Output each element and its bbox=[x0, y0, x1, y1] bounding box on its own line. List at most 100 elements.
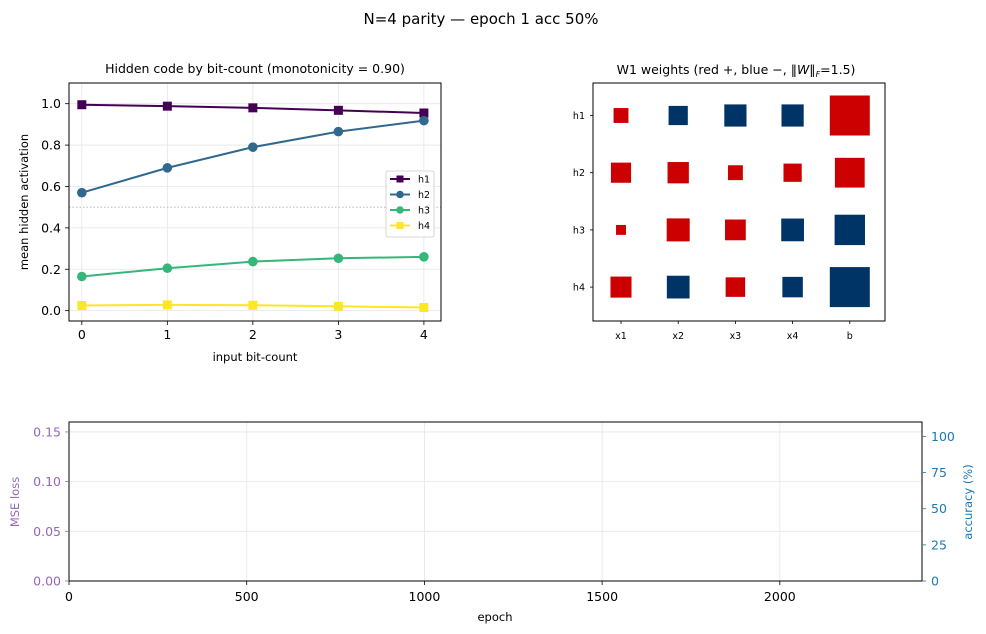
weight-cell-h3-x2 bbox=[666, 218, 690, 242]
w1-weights-chart: x1 x2 x3 x4 b h1 h2 h3 h4 W1 weights (red +, blu… bbox=[573, 62, 886, 342]
p2-cells bbox=[610, 95, 870, 308]
weight-cell-h4-x4 bbox=[782, 276, 803, 298]
series-h3 bbox=[77, 252, 429, 282]
legend-h2-label: h2 bbox=[418, 190, 430, 201]
series-h3-point bbox=[419, 252, 429, 262]
series-h3-point bbox=[333, 253, 344, 264]
p2-ytick-label: h2 bbox=[573, 168, 585, 179]
series-h4-point bbox=[333, 301, 343, 311]
p3-ytick-right-label: 50 bbox=[931, 501, 947, 516]
series-h4-point bbox=[419, 303, 429, 313]
p1-xtick-label: 2 bbox=[249, 327, 257, 342]
legend-h4-label: h4 bbox=[418, 221, 430, 232]
weight-cell-h1-x4 bbox=[781, 104, 804, 127]
p1-ytick-label: 0.8 bbox=[41, 138, 61, 153]
p1-xtick-label: 4 bbox=[420, 327, 428, 342]
p1-grid bbox=[69, 83, 441, 321]
p2-ytick-label: h3 bbox=[573, 225, 585, 236]
p2-xtick-label: x3 bbox=[730, 331, 742, 342]
series-h2-point bbox=[77, 187, 87, 198]
p2-xtick-label: x1 bbox=[615, 331, 627, 342]
p3-ylabel-right: accuracy (%) bbox=[961, 464, 975, 539]
p3-xtick-label: 1500 bbox=[586, 589, 618, 604]
p2-ytick-label: h4 bbox=[573, 283, 585, 294]
series-h3-point bbox=[248, 256, 258, 267]
weight-cell-h3-b bbox=[834, 214, 865, 246]
series-h2 bbox=[77, 115, 429, 198]
weight-cell-h2-b bbox=[834, 157, 865, 188]
series-h4-point bbox=[77, 300, 87, 310]
weight-cell-h2-x3 bbox=[727, 165, 743, 181]
series-h1-point bbox=[248, 103, 258, 113]
series-h1-point bbox=[419, 108, 429, 118]
p1-axes-frame bbox=[68, 82, 442, 322]
p2-title-sub: F bbox=[816, 70, 821, 79]
p1-legend: h1 h2 h3 h4 bbox=[385, 170, 435, 238]
p1-xlabel: input bit-count bbox=[213, 350, 298, 364]
weight-cell-h4-x3 bbox=[725, 277, 746, 297]
series-h1-point bbox=[162, 101, 172, 111]
series-h3-point bbox=[162, 263, 173, 274]
figure-suptitle: N=4 parity — epoch 1 acc 50% bbox=[364, 10, 599, 28]
p1-xtick-label: 3 bbox=[334, 327, 342, 342]
p3-ytick-right-label: 100 bbox=[931, 429, 955, 444]
legend-h4-marker bbox=[396, 222, 404, 229]
p2-title-tail: =1.5) bbox=[820, 62, 855, 77]
weight-cell-h1-x2 bbox=[668, 105, 688, 126]
p2-xtick-label: b bbox=[847, 331, 853, 342]
series-h1-point bbox=[333, 105, 343, 115]
series-h4-point bbox=[162, 300, 172, 310]
p1-ytick-label: 0.0 bbox=[41, 303, 61, 318]
series-h2-point bbox=[248, 142, 258, 152]
weight-cell-h3-x4 bbox=[781, 218, 804, 242]
series-h2-point bbox=[162, 163, 173, 173]
legend-h1-marker bbox=[396, 175, 404, 183]
legend-h2-marker bbox=[396, 190, 404, 199]
series-h4-point bbox=[248, 300, 258, 310]
p2-ticks: x1 x2 x3 x4 b h1 h2 h3 h4 bbox=[573, 111, 853, 342]
legend-h3-label: h3 bbox=[418, 206, 430, 217]
p2-title: W1 weights (red +, blue −, ‖W‖F=1.5) bbox=[617, 62, 856, 79]
p1-ytick-label: 0.2 bbox=[41, 262, 61, 277]
p3-ytick-left-label: 0.15 bbox=[33, 424, 61, 439]
series-h2-point bbox=[419, 115, 429, 126]
series-h2-point bbox=[333, 126, 344, 137]
training-curve-chart: 0 500 1000 1500 2000 0.00 0.05 0.10 0.15 0 25 50 75 1… bbox=[8, 421, 975, 624]
p3-ticks: 0 500 1000 1500 2000 0.00 0.05 0.10 0.15 0 25 50 75 1… bbox=[33, 424, 955, 604]
p3-xtick-label: 500 bbox=[235, 589, 259, 604]
weight-cell-h4-x1 bbox=[610, 276, 632, 298]
series-h3-point bbox=[77, 271, 87, 282]
weight-cell-h2-x4 bbox=[783, 163, 802, 182]
p3-axes-frame bbox=[68, 421, 923, 582]
weight-cell-h2-x2 bbox=[667, 162, 689, 184]
p2-title-main: W1 weights (red +, blue −, bbox=[617, 62, 791, 77]
p2-title-norm: ‖W‖ bbox=[791, 62, 816, 77]
p3-ytick-left-label: 0.05 bbox=[33, 524, 61, 539]
p1-ticks: 0 1 2 3 4 0.0 0.2 0.4 0.6 0.8 1.0 bbox=[41, 96, 428, 342]
weight-cell-h1-x1 bbox=[613, 108, 629, 123]
p1-ytick-label: 1.0 bbox=[41, 96, 61, 111]
p3-ytick-right-label: 75 bbox=[931, 465, 947, 480]
p1-ytick-label: 0.6 bbox=[41, 179, 61, 194]
p3-xtick-label: 1000 bbox=[409, 589, 441, 604]
p1-title: Hidden code by bit-count (monotonicity =… bbox=[105, 61, 405, 76]
p3-ylabel-left: MSE loss bbox=[8, 477, 22, 527]
p2-xtick-label: x2 bbox=[672, 331, 684, 342]
series-h1-point bbox=[77, 100, 87, 110]
p3-xlabel: epoch bbox=[477, 610, 512, 624]
series-h1 bbox=[77, 100, 429, 118]
weight-cell-h2-x1 bbox=[610, 162, 632, 183]
p3-xtick-label: 2000 bbox=[764, 589, 796, 604]
series-h4 bbox=[77, 300, 429, 313]
p3-ytick-left-label: 0.10 bbox=[33, 474, 61, 489]
p1-ylabel: mean hidden activation bbox=[17, 134, 31, 270]
weight-cell-h3-x3 bbox=[725, 219, 746, 241]
p3-ytick-left-label: 0.00 bbox=[33, 574, 61, 589]
weight-cell-h4-b bbox=[829, 267, 870, 308]
p1-series-group bbox=[77, 100, 429, 313]
p1-xtick-label: 1 bbox=[163, 327, 171, 342]
weight-cell-h4-x2 bbox=[666, 275, 690, 299]
p3-ytick-right-label: 25 bbox=[931, 537, 947, 552]
p2-xtick-label: x4 bbox=[787, 331, 799, 342]
